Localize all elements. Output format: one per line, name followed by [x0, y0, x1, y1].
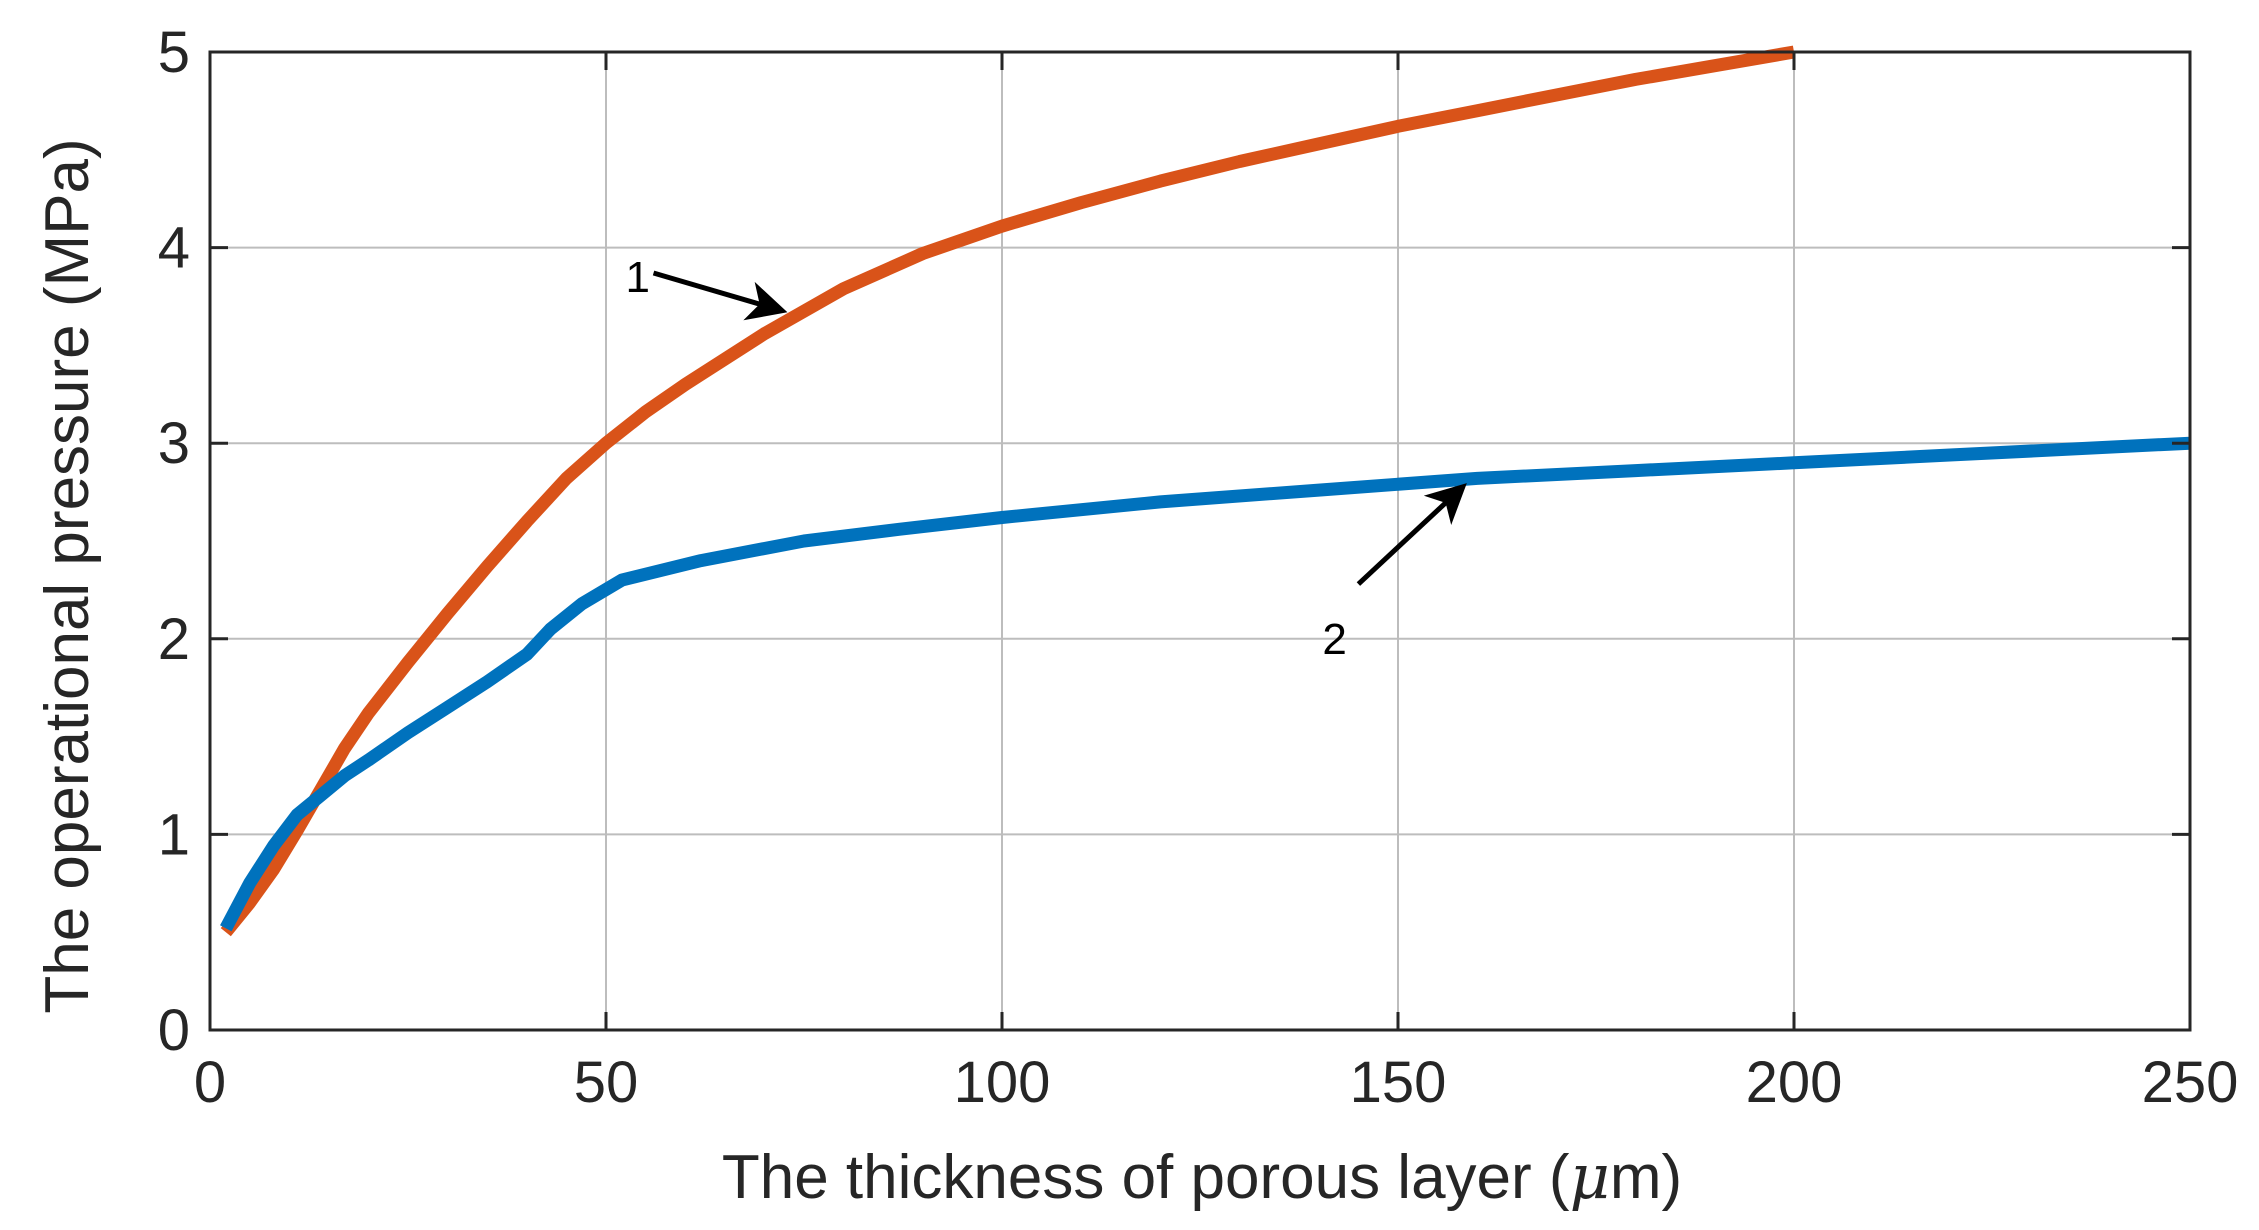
series-line-1 — [220, 45, 1796, 937]
x-tick-label: 200 — [1746, 1050, 1843, 1115]
x-tick-label: 250 — [2142, 1050, 2239, 1115]
x-tick-label: 100 — [954, 1050, 1051, 1115]
y-tick-label: 3 — [158, 411, 190, 476]
y-tick-label: 1 — [158, 802, 190, 867]
y-tick-label: 4 — [158, 216, 190, 281]
y-axis-label: The operational pressure (MPa) — [33, 138, 102, 1013]
series-line-2 — [220, 436, 2191, 932]
x-tick-label: 0 — [194, 1050, 226, 1115]
x-axis-label: The thickness of porous layer (μm) — [722, 1140, 1682, 1213]
annotation-label-2: 2 — [1322, 615, 1346, 664]
y-tick-label: 0 — [158, 998, 190, 1063]
annotation-arrow-2 — [1356, 483, 1467, 586]
annotations: 12 — [625, 253, 1467, 664]
x-tick-label: 50 — [574, 1050, 639, 1115]
annotation-arrow-1 — [652, 270, 788, 321]
x-tick-label: 150 — [1350, 1050, 1447, 1115]
axes-box — [208, 50, 2192, 1032]
y-tick-label: 2 — [158, 607, 190, 672]
plot-area — [220, 45, 2191, 937]
annotation-label-1: 1 — [625, 253, 649, 302]
y-tick-label: 5 — [158, 20, 190, 85]
